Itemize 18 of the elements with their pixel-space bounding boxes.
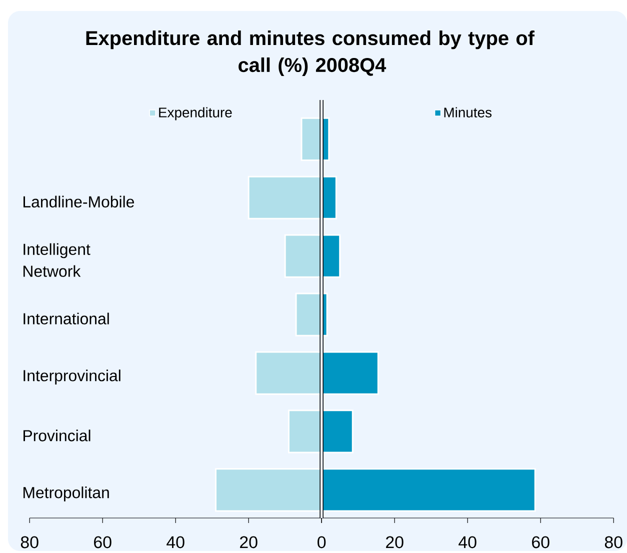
x-tick-label: 60: [532, 536, 550, 548]
chart-title: Expenditure and minutes consumed by type of call (%) 2008Q4: [86, 30, 535, 76]
y-tick-label: Interprovincial: [24, 370, 120, 384]
x-tick-label: 40: [166, 536, 184, 548]
y-tick-label: International: [24, 312, 109, 324]
x-tick-label: 40: [458, 536, 476, 548]
x-tick-label: 20: [386, 536, 404, 548]
legend-label: Expenditure: [159, 107, 232, 120]
x-tick-label: 80: [20, 536, 38, 548]
y-tick-label: Provincial: [24, 430, 90, 442]
x-tick-label: 60: [94, 536, 112, 548]
y-tick-label: Metropolitan: [24, 486, 109, 502]
y-tick-label: Intelligent Network: [24, 243, 90, 277]
y-tick-label: Landline-Mobile: [24, 196, 134, 208]
x-tick-label: 20: [240, 536, 258, 548]
legend-label: Minutes: [444, 107, 492, 118]
x-tick-label: 0: [318, 536, 326, 548]
x-tick-label: 80: [604, 536, 622, 548]
